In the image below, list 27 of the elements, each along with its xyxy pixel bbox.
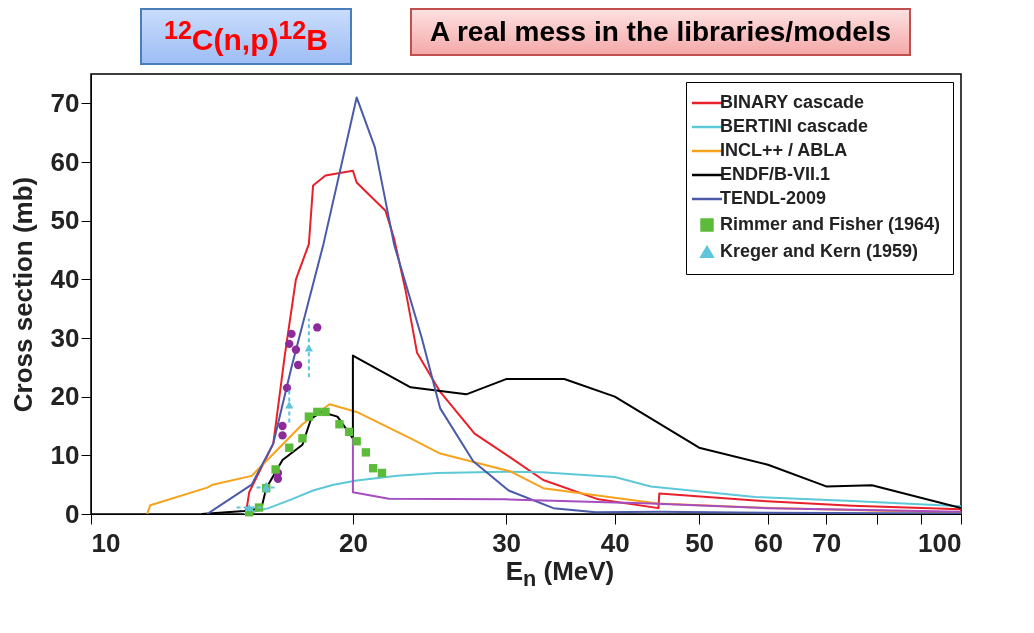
- callout-box: A real mess in the libraries/models: [410, 8, 912, 56]
- x-tick-label: 70: [812, 527, 842, 558]
- legend-label: BINARY cascade: [720, 92, 865, 112]
- legend-label: BERTINI cascade: [720, 116, 869, 136]
- x-tick-label: 30: [492, 527, 522, 558]
- y-tick-label: 70: [50, 87, 80, 118]
- y-tick-label: 50: [50, 205, 80, 236]
- x-tick-label: 20: [338, 527, 368, 558]
- y-tick-label: 20: [50, 381, 80, 412]
- legend-label: INCL++ / ABLA: [720, 140, 848, 160]
- x-tick-label: 100: [918, 527, 962, 558]
- y-tick-label: 30: [50, 322, 80, 353]
- x-tick-label: 40: [600, 527, 630, 558]
- x-tick-label: 60: [754, 527, 783, 558]
- title-box: $^{12}$C(n,p)$^{12}$B: [140, 8, 352, 65]
- y-tick-label: 0: [65, 498, 80, 529]
- x-tick-label: 10: [91, 527, 121, 558]
- y-axis-title: Cross section (mb): [7, 176, 38, 413]
- y-tick-label: 60: [50, 146, 80, 177]
- legend-label: Rimmer and Fisher (1964): [720, 214, 941, 234]
- y-tick-label: 10: [50, 439, 80, 470]
- legend-label: Kreger and Kern (1959): [720, 241, 919, 261]
- x-axis-title: E$_{n}$ (MeV): [504, 556, 616, 593]
- legend-label: TENDL-2009: [720, 188, 827, 208]
- y-tick-label: 40: [50, 263, 80, 294]
- x-tick-label: 50: [685, 527, 715, 558]
- legend-label: ENDF/B-VII.1: [720, 164, 831, 184]
